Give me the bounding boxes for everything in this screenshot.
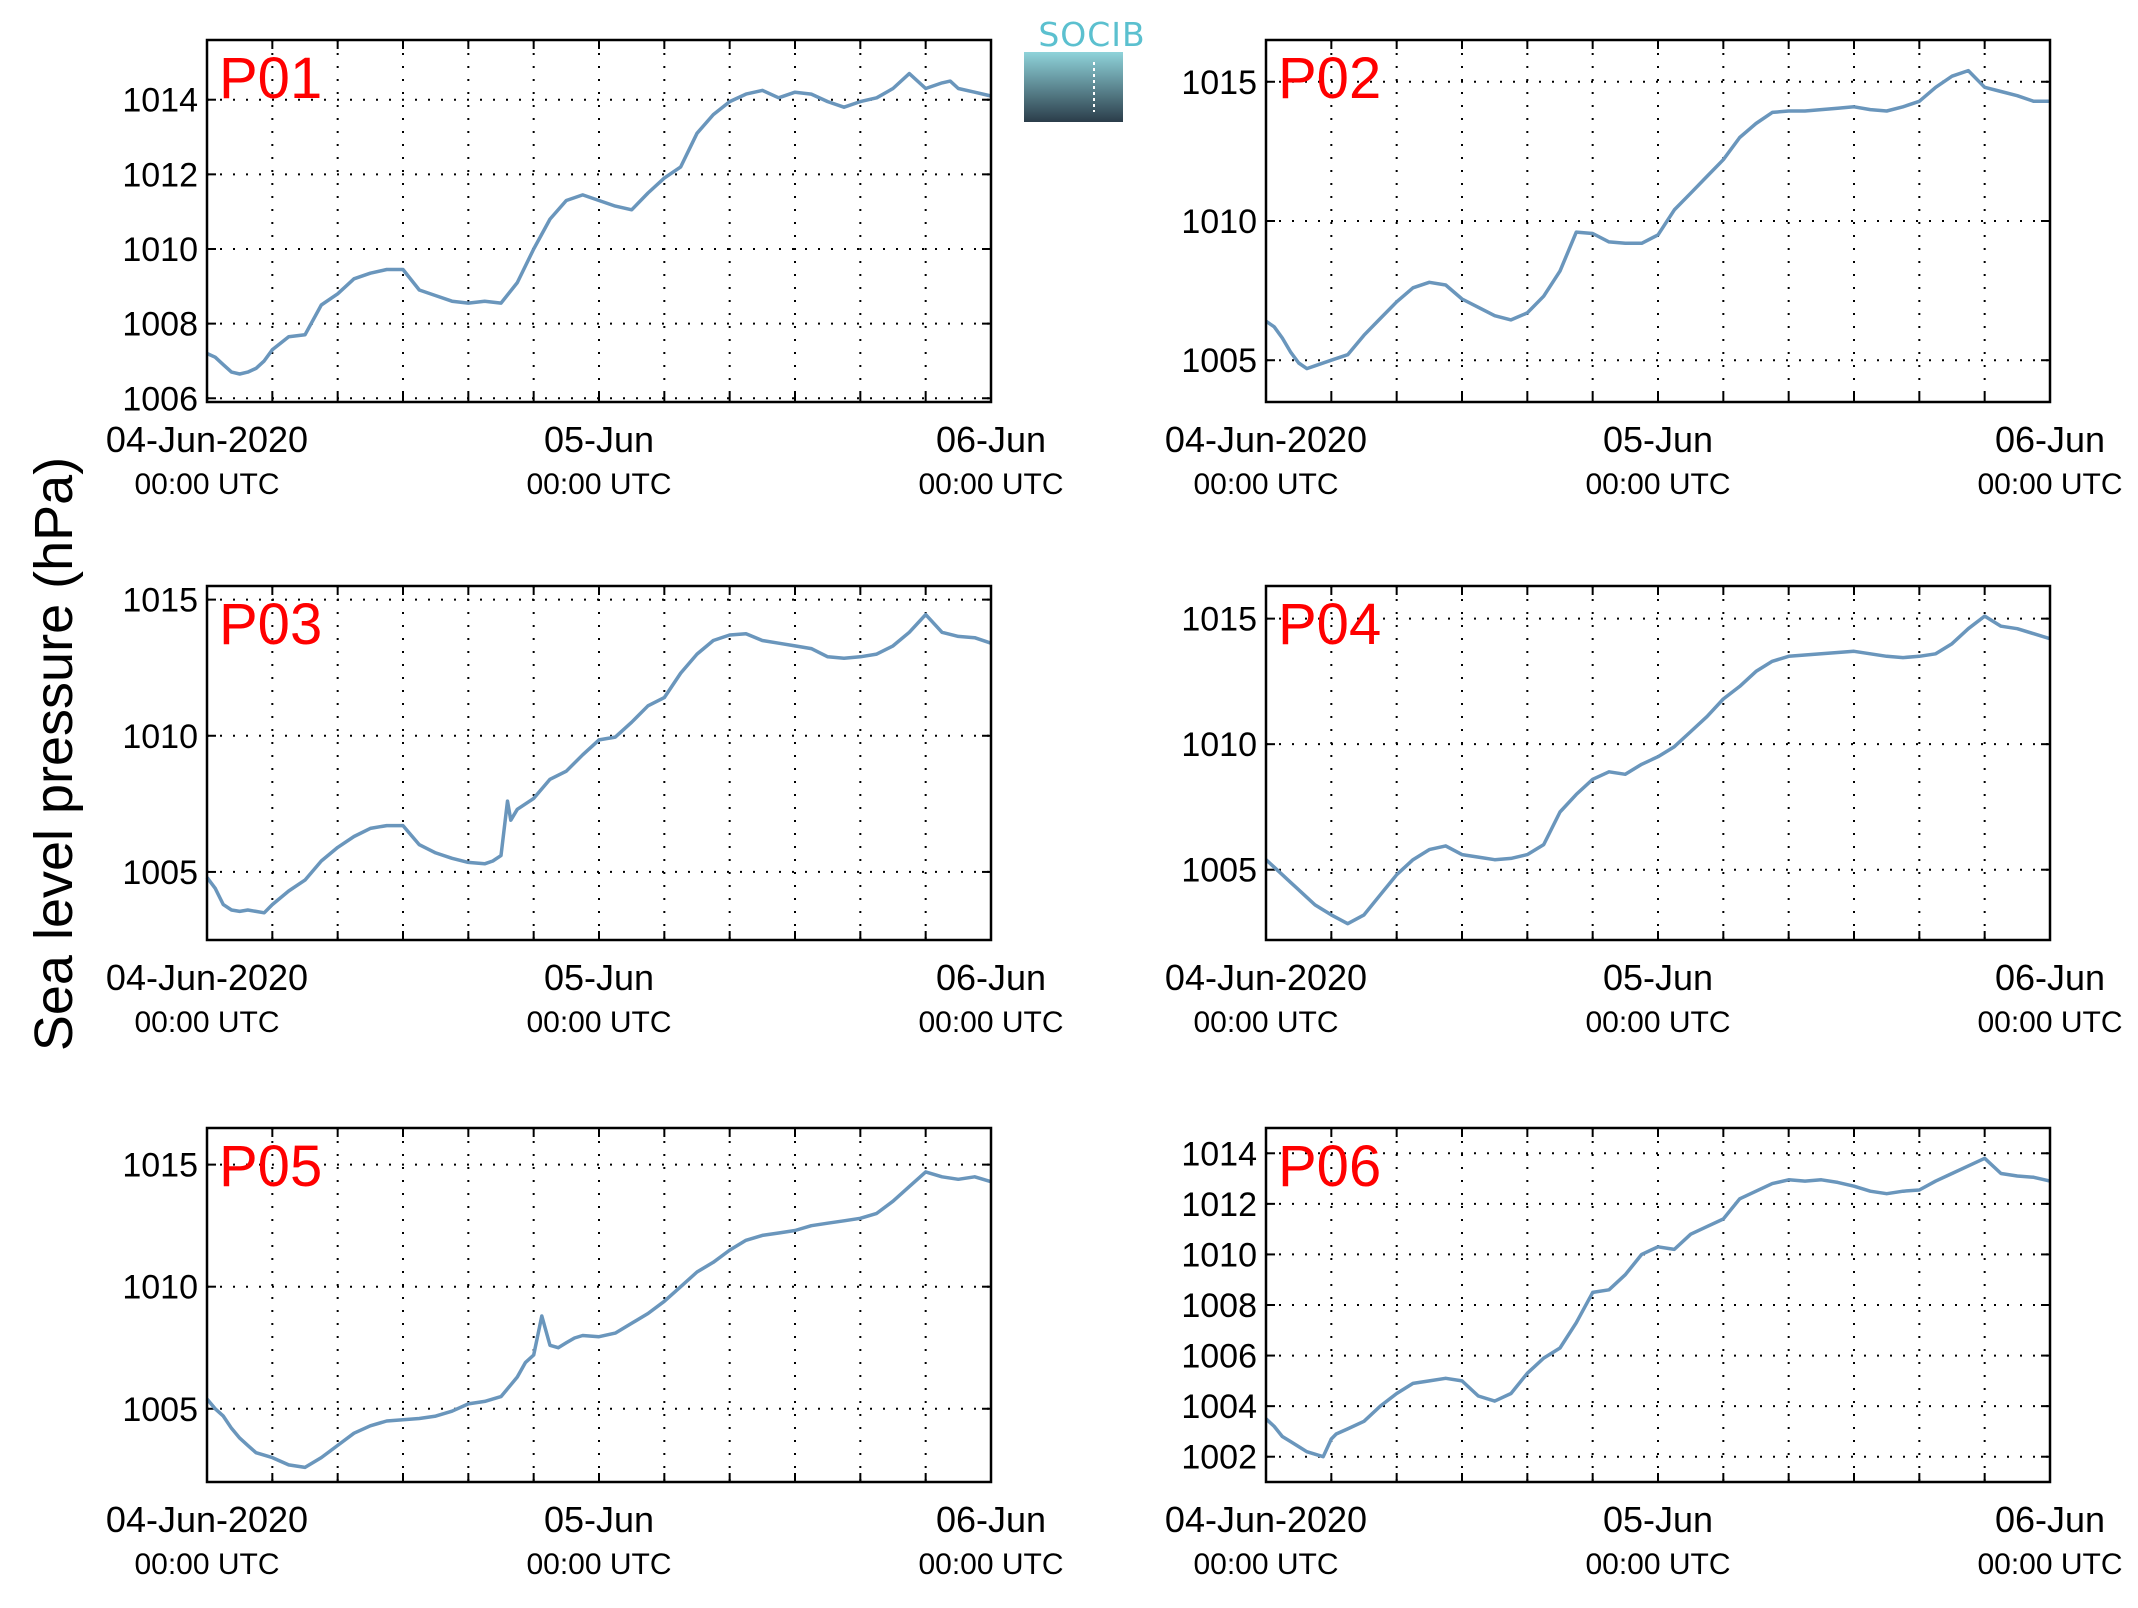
y-tick-label: 1010 — [1181, 203, 1257, 241]
series-line — [1265, 68, 2050, 371]
x-tick-label-date: 06-Jun — [936, 419, 1046, 460]
y-tick-label: 1012 — [1181, 1186, 1257, 1224]
y-tick-label: 1004 — [1181, 1388, 1257, 1426]
y-tick-label: 1010 — [122, 1269, 198, 1307]
y-tick-label: 1005 — [1181, 342, 1257, 380]
panel-label: P03 — [219, 592, 322, 657]
y-tick-label: 1012 — [122, 156, 198, 194]
x-tick-label-time: 00:00 UTC — [1585, 468, 1730, 501]
panel-p04: 1005 1010 1015 P04 04-Jun-2020 00:00 UTC 05-Ju… — [1165, 584, 2123, 1039]
x-tick-label-date: 04-Jun-2020 — [106, 957, 308, 998]
x-tick-label-time: 00:00 UTC — [1193, 468, 1338, 501]
x-tick-label-date: 05-Jun — [1603, 1499, 1713, 1540]
x-tick-label-time: 00:00 UTC — [134, 1548, 279, 1581]
x-tick-label-time: 00:00 UTC — [1585, 1548, 1730, 1581]
panel-label: P05 — [219, 1134, 322, 1199]
panel-label: P06 — [1278, 1134, 1381, 1199]
y-tick-label: 1015 — [122, 1147, 198, 1185]
panel-label: P04 — [1278, 592, 1381, 657]
x-tick-label-date: 06-Jun — [1995, 1499, 2105, 1540]
panel-p03: 1005 1010 1015 P03 04-Jun-2020 00:00 UTC 05-Ju… — [106, 582, 1064, 1039]
panel-label: P01 — [219, 46, 322, 111]
x-tick-label-date: 06-Jun — [1995, 957, 2105, 998]
plot-frame — [1264, 584, 2052, 942]
plot-frame — [205, 584, 993, 942]
x-tick-label-time: 00:00 UTC — [134, 1006, 279, 1039]
x-tick-label-time: 00:00 UTC — [1193, 1006, 1338, 1039]
y-tick-label: 1010 — [122, 718, 198, 756]
y-tick-label: 1005 — [1181, 852, 1257, 890]
x-tick-label-time: 00:00 UTC — [1193, 1548, 1338, 1581]
x-tick-label-date: 04-Jun-2020 — [1165, 957, 1367, 998]
series-line — [206, 71, 992, 376]
series-line — [205, 612, 992, 915]
x-tick-label-time: 00:00 UTC — [526, 468, 671, 501]
socib-logo-text: SOCIB — [1038, 15, 1145, 54]
plot-frame — [1264, 38, 2052, 404]
x-tick-label-date: 06-Jun — [936, 957, 1046, 998]
y-tick-label: 1014 — [1181, 1135, 1257, 1173]
x-tick-label-time: 00:00 UTC — [918, 1548, 1063, 1581]
x-tick-label-time: 00:00 UTC — [1585, 1006, 1730, 1039]
y-tick-label: 1010 — [1181, 726, 1257, 764]
x-tick-label-time: 00:00 UTC — [918, 468, 1063, 501]
y-tick-label: 1008 — [1181, 1287, 1257, 1325]
series-line — [1264, 1156, 2051, 1459]
y-tick-label: 1006 — [122, 380, 198, 418]
y-tick-label: 1006 — [1181, 1338, 1257, 1376]
y-tick-label: 1015 — [1181, 64, 1257, 102]
panel-p06: 1002 1004 1006 1008 1010 1012 1014 P06 04-Jun-20… — [1165, 1126, 2123, 1581]
x-tick-label-date: 04-Jun-2020 — [1165, 1499, 1367, 1540]
y-tick-label: 1015 — [122, 582, 198, 620]
x-tick-label-date: 06-Jun — [936, 1499, 1046, 1540]
plot-frame — [205, 1126, 993, 1484]
x-tick-label-date: 05-Jun — [544, 957, 654, 998]
x-tick-label-time: 00:00 UTC — [526, 1548, 671, 1581]
y-tick-label: 1008 — [122, 306, 198, 344]
x-tick-label-date: 04-Jun-2020 — [106, 1499, 308, 1540]
y-tick-label: 1010 — [1181, 1236, 1257, 1274]
plot-frame — [205, 38, 993, 404]
x-tick-label-date: 04-Jun-2020 — [1165, 419, 1367, 460]
x-tick-label-date: 05-Jun — [1603, 419, 1713, 460]
x-tick-label-time: 00:00 UTC — [918, 1006, 1063, 1039]
y-tick-label: 1010 — [122, 231, 198, 269]
panel-p01: 1006 1008 1010 1012 1014 P01 04-Jun-2020 00:00 … — [106, 38, 1064, 501]
x-tick-label-time: 00:00 UTC — [1977, 468, 2122, 501]
y-tick-label: 1002 — [1181, 1439, 1257, 1477]
x-tick-label-date: 05-Jun — [544, 419, 654, 460]
x-tick-label-date: 06-Jun — [1995, 419, 2105, 460]
y-tick-label: 1005 — [122, 1391, 198, 1429]
y-tick-label: 1015 — [1181, 601, 1257, 639]
x-tick-label-date: 05-Jun — [1603, 957, 1713, 998]
series-line — [1264, 614, 2051, 926]
y-tick-label: 1014 — [122, 82, 198, 120]
x-tick-label-time: 00:00 UTC — [1977, 1548, 2122, 1581]
x-tick-label-date: 04-Jun-2020 — [106, 419, 308, 460]
x-tick-label-time: 00:00 UTC — [526, 1006, 671, 1039]
y-tick-label: 1005 — [122, 854, 198, 892]
panel-label: P02 — [1278, 46, 1381, 111]
x-tick-label-date: 05-Jun — [544, 1499, 654, 1540]
y-axis-label: Sea level pressure (hPa) — [24, 457, 84, 1051]
plot-frame — [1264, 1126, 2052, 1484]
x-tick-label-time: 00:00 UTC — [134, 468, 279, 501]
socib-logo: SOCIB — [1024, 15, 1145, 122]
series-line — [205, 1170, 992, 1470]
panel-p05: 1005 1010 1015 P05 04-Jun-2020 00:00 UTC 05-Ju… — [106, 1126, 1064, 1581]
x-tick-label-time: 00:00 UTC — [1977, 1006, 2122, 1039]
panel-p02: 1005 1010 1015 P02 04-Jun-2020 00:00 UTC 05-Ju… — [1165, 38, 2123, 501]
socib-logo-block — [1024, 52, 1123, 122]
